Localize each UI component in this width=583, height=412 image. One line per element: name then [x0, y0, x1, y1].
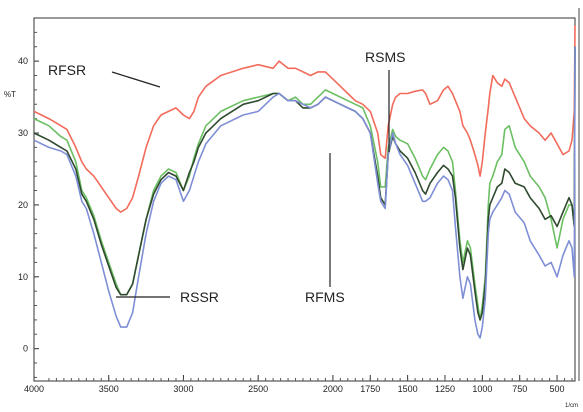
x-tick-label: 1250 — [435, 384, 455, 394]
annotation-leader-rfsr — [111, 71, 161, 88]
x-tick-label: 4000 — [24, 384, 44, 394]
series-line-rfsr — [33, 25, 576, 213]
x-tick-label: 2000 — [323, 384, 343, 394]
y-tick-label: 20 — [18, 200, 28, 210]
y-axis-label: %T — [4, 90, 16, 99]
y-tick-label: 40 — [18, 56, 28, 66]
annotation-label-rfms: RFMS — [305, 289, 345, 305]
series-line-rfms — [33, 46, 576, 321]
y-tick-label: 0 — [23, 344, 28, 354]
y-axis-ticks: 0 10 20 30 40 — [18, 31, 39, 378]
x-unit-label: 1/cm — [565, 403, 578, 409]
series-line-rssr — [33, 46, 576, 339]
annotation-label-rfsr: RFSR — [48, 62, 86, 78]
x-tick-label: 3500 — [99, 384, 119, 394]
x-tick-label: 500 — [550, 384, 565, 394]
series-group — [33, 25, 576, 339]
x-tick-label: 1000 — [472, 384, 492, 394]
x-tick-label: 750 — [512, 384, 527, 394]
series-line-rsms — [33, 46, 576, 321]
x-tick-label: 1750 — [360, 384, 380, 394]
annotations-group: RFSR RSMS RSSR RFMS — [48, 49, 405, 305]
x-tick-label: 2500 — [248, 384, 268, 394]
x-tick-label: 1500 — [398, 384, 418, 394]
annotation-label-rsms: RSMS — [365, 49, 405, 65]
x-tick-label: 3000 — [173, 384, 193, 394]
y-tick-label: 10 — [18, 272, 28, 282]
annotation-label-rssr: RSSR — [180, 289, 219, 305]
x-axis-ticks: 4000 3500 3000 2500 2000 1750 1500 1250 1000 750 5… — [24, 375, 573, 394]
y-tick-label: 30 — [18, 128, 28, 138]
